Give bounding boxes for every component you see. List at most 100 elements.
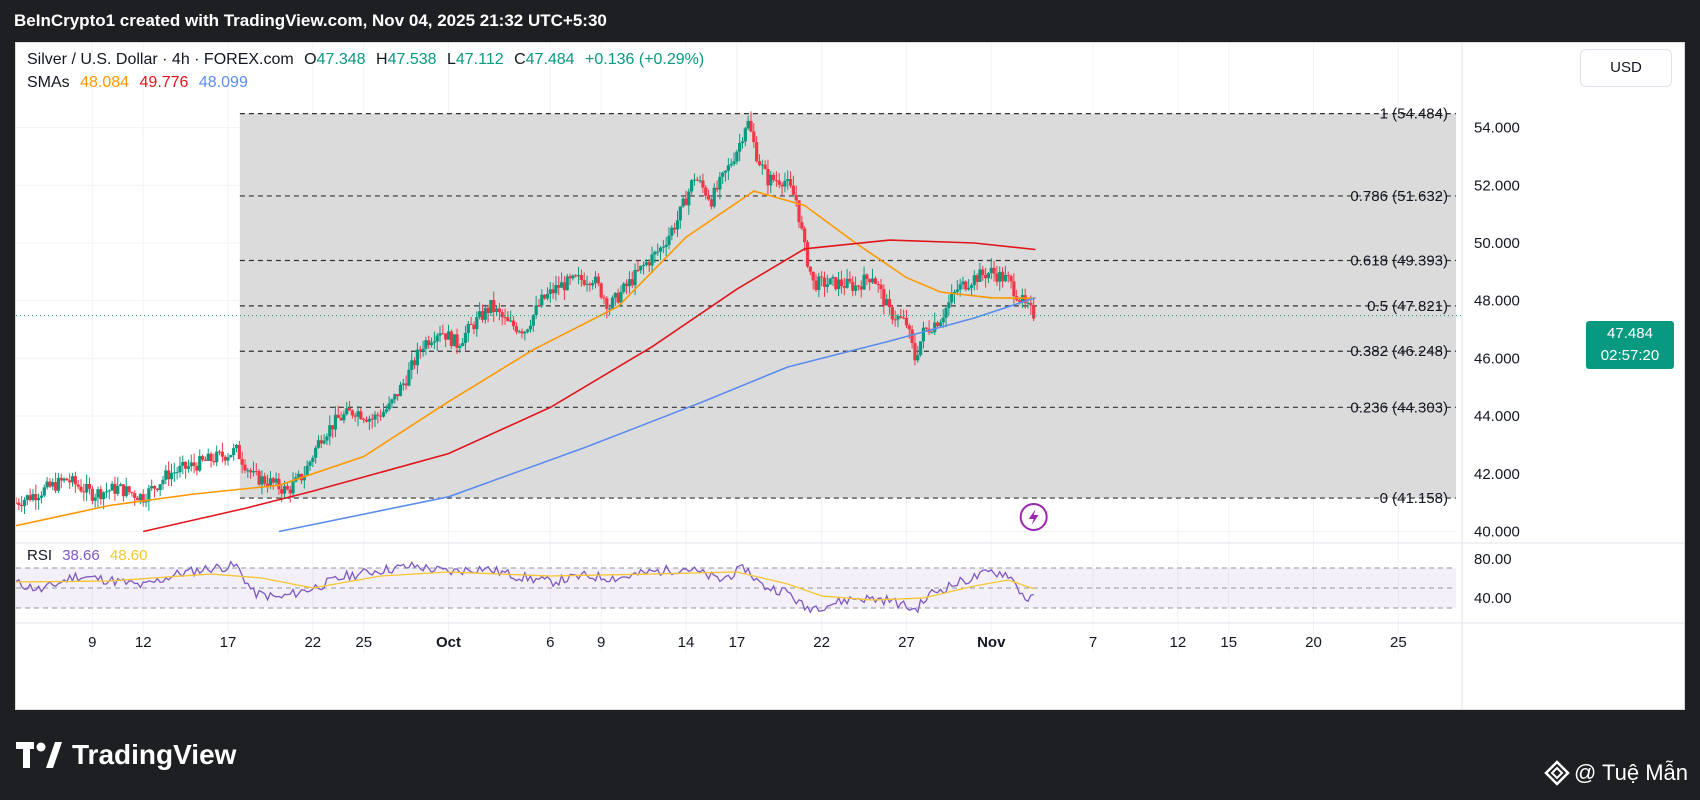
price-tick-label: 42.000 xyxy=(1474,466,1520,483)
candle-body xyxy=(865,274,869,280)
candle-body xyxy=(938,322,942,327)
candle-body xyxy=(870,278,875,283)
candle-body xyxy=(489,299,493,313)
price-chart[interactable]: 1 (54.484) 0.786 (51.632) 0.618 (49.393) 0.… xyxy=(16,43,1685,710)
candle-body xyxy=(130,492,134,494)
candle-body xyxy=(169,472,174,480)
candle-body xyxy=(511,320,516,327)
candle-body xyxy=(910,329,914,344)
candle-body xyxy=(243,464,247,471)
candle-body xyxy=(656,251,660,253)
price-tick-label: 46.000 xyxy=(1474,350,1520,367)
candle-body xyxy=(22,500,27,507)
candle-body xyxy=(452,334,456,347)
candle-body xyxy=(706,195,711,200)
candle-body xyxy=(147,488,151,502)
candle-body xyxy=(506,317,510,322)
candle-body xyxy=(690,180,694,192)
candle-body xyxy=(950,294,954,303)
ohlc-change: +0.136 (+0.29%) xyxy=(585,51,705,68)
candle-body xyxy=(20,505,24,507)
candle-body xyxy=(670,227,674,236)
candle-body xyxy=(633,269,637,286)
candle-body xyxy=(407,369,411,386)
candle-body xyxy=(896,316,900,320)
candle-body xyxy=(249,470,253,473)
time-tick-label: 25 xyxy=(1390,634,1407,651)
candle-body xyxy=(969,285,974,288)
candle-body xyxy=(305,465,309,476)
candle-body xyxy=(808,266,812,272)
candle-body xyxy=(175,472,179,474)
candle-body xyxy=(551,289,555,294)
candle-body xyxy=(523,331,527,334)
time-tick-label: 25 xyxy=(355,634,372,651)
candle-body xyxy=(579,275,583,280)
candle-body xyxy=(274,478,278,483)
candle-body xyxy=(760,164,764,166)
candle-body xyxy=(246,470,250,472)
candle-body xyxy=(144,501,148,503)
candle-body xyxy=(729,163,733,166)
candle-body xyxy=(972,275,976,286)
candle-body xyxy=(150,486,154,489)
candle-body xyxy=(1017,300,1022,302)
time-tick-label: 12 xyxy=(1169,634,1186,651)
candle-body xyxy=(842,286,846,288)
candle-body xyxy=(432,341,436,343)
candle-body xyxy=(364,419,369,422)
candle-body xyxy=(695,179,699,181)
last-price-tag: 47.484 02:57:20 xyxy=(1586,321,1674,369)
candle-body xyxy=(203,459,207,461)
candle-body xyxy=(469,324,473,326)
fib-level-label: 0.5 (47.821) xyxy=(1367,298,1448,315)
candle-body xyxy=(387,403,391,410)
candle-body xyxy=(85,484,89,493)
candle-body xyxy=(333,414,338,430)
candle-body xyxy=(664,244,668,247)
candle-body xyxy=(68,480,72,483)
candle-body xyxy=(718,176,722,190)
candle-body xyxy=(630,279,634,286)
candle-body xyxy=(769,174,773,186)
tradingview-brand[interactable]: TradingView xyxy=(16,738,236,772)
currency-button[interactable]: USD xyxy=(1580,49,1672,87)
candle-body xyxy=(593,276,598,284)
candle-body xyxy=(602,297,606,299)
chart-panel[interactable]: 1 (54.484) 0.786 (51.632) 0.618 (49.393) 0.… xyxy=(15,42,1685,710)
price-tick-label: 44.000 xyxy=(1474,408,1520,425)
candle-body xyxy=(692,179,697,181)
candle-body xyxy=(96,489,100,498)
candle-body xyxy=(152,486,157,489)
candle-body xyxy=(209,453,213,461)
symbol-legend: Silver / U.S. Dollar · 4h · FOREX.com O4… xyxy=(27,51,710,69)
candle-body xyxy=(918,341,923,356)
candle-body xyxy=(37,497,41,501)
candle-body xyxy=(121,484,126,497)
candle-body xyxy=(935,322,940,327)
lightning-icon-bolt xyxy=(1028,509,1039,525)
author-credit: @ Tuệ Mẫn xyxy=(1544,760,1688,786)
candle-body xyxy=(675,220,680,230)
candle-body xyxy=(757,161,762,166)
candle-body xyxy=(794,194,798,201)
candle-body xyxy=(981,269,985,276)
candle-body xyxy=(376,414,380,416)
candle-body xyxy=(285,486,289,490)
candle-body xyxy=(486,307,490,313)
candle-body xyxy=(93,497,97,501)
candle-body xyxy=(856,285,861,287)
candle-body xyxy=(975,275,979,282)
candle-body xyxy=(687,191,691,206)
candle-body xyxy=(438,333,442,336)
candle-body xyxy=(839,279,844,287)
candle-body xyxy=(353,415,357,417)
candle-body xyxy=(862,274,866,290)
candle-body xyxy=(82,491,86,493)
candle-body xyxy=(526,329,530,332)
candle-body xyxy=(251,471,256,473)
candle-body xyxy=(158,484,162,491)
candle-body xyxy=(571,275,575,279)
candle-body xyxy=(127,486,131,493)
candle-body xyxy=(599,283,603,298)
